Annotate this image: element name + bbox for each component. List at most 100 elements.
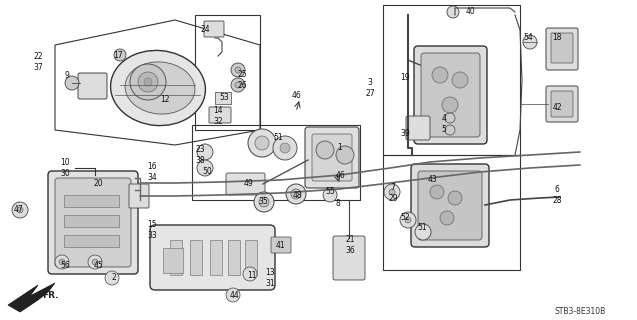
Text: 24: 24 xyxy=(200,26,210,35)
Circle shape xyxy=(105,271,119,285)
Bar xyxy=(228,240,240,275)
Text: 35: 35 xyxy=(258,197,268,206)
Circle shape xyxy=(144,78,152,86)
Circle shape xyxy=(138,72,158,92)
Ellipse shape xyxy=(111,51,205,125)
Circle shape xyxy=(400,212,416,228)
Circle shape xyxy=(280,143,290,153)
FancyBboxPatch shape xyxy=(48,171,138,274)
Text: 3
27: 3 27 xyxy=(365,78,375,98)
Bar xyxy=(64,235,119,247)
Text: 41: 41 xyxy=(275,241,285,250)
Circle shape xyxy=(523,35,537,49)
Text: 53: 53 xyxy=(219,92,229,101)
Text: 48: 48 xyxy=(292,190,302,199)
Text: 1: 1 xyxy=(338,142,342,151)
Text: 39: 39 xyxy=(400,130,410,139)
FancyBboxPatch shape xyxy=(305,127,359,188)
Text: 2: 2 xyxy=(111,274,117,283)
Circle shape xyxy=(445,113,455,123)
Circle shape xyxy=(235,82,241,88)
FancyBboxPatch shape xyxy=(129,184,149,208)
Bar xyxy=(383,5,520,155)
Circle shape xyxy=(323,188,337,202)
Text: 16
34: 16 34 xyxy=(147,162,157,182)
Circle shape xyxy=(432,67,448,83)
Text: 40: 40 xyxy=(465,7,475,17)
Bar xyxy=(210,240,222,275)
FancyBboxPatch shape xyxy=(78,73,107,99)
FancyBboxPatch shape xyxy=(546,28,578,70)
Text: STB3-8E310B: STB3-8E310B xyxy=(554,308,606,316)
Text: 23
38: 23 38 xyxy=(195,145,205,165)
Circle shape xyxy=(384,184,400,200)
Circle shape xyxy=(445,125,455,135)
Circle shape xyxy=(316,141,334,159)
Text: 21
36: 21 36 xyxy=(345,235,355,255)
FancyBboxPatch shape xyxy=(204,21,224,37)
FancyBboxPatch shape xyxy=(55,178,131,267)
Bar xyxy=(192,125,360,200)
Text: 47: 47 xyxy=(13,205,23,214)
Text: 6
28: 6 28 xyxy=(552,185,562,205)
Circle shape xyxy=(235,67,241,73)
Circle shape xyxy=(55,255,69,269)
Text: 51: 51 xyxy=(417,223,427,233)
Circle shape xyxy=(65,76,79,90)
Circle shape xyxy=(440,211,454,225)
Circle shape xyxy=(389,189,395,195)
Text: 9: 9 xyxy=(64,70,69,79)
FancyBboxPatch shape xyxy=(421,53,480,137)
Circle shape xyxy=(415,224,431,240)
Bar xyxy=(383,155,520,270)
Bar xyxy=(245,240,257,275)
Circle shape xyxy=(114,49,126,61)
Circle shape xyxy=(442,97,458,113)
Circle shape xyxy=(59,259,65,265)
Circle shape xyxy=(12,202,28,218)
Text: 49: 49 xyxy=(243,180,253,188)
Bar xyxy=(170,240,182,275)
Circle shape xyxy=(430,185,444,199)
Text: 8: 8 xyxy=(336,198,340,207)
Text: 17: 17 xyxy=(113,51,123,60)
Text: 50: 50 xyxy=(202,167,212,177)
Circle shape xyxy=(291,189,301,199)
Bar xyxy=(64,195,119,207)
Text: 19: 19 xyxy=(400,74,410,83)
FancyBboxPatch shape xyxy=(418,171,482,240)
Text: 12: 12 xyxy=(161,95,169,105)
FancyBboxPatch shape xyxy=(551,91,573,117)
Circle shape xyxy=(231,63,245,77)
Text: 20: 20 xyxy=(93,179,103,188)
Circle shape xyxy=(92,259,98,265)
FancyBboxPatch shape xyxy=(551,33,573,63)
Bar xyxy=(195,15,260,130)
Text: 25
26: 25 26 xyxy=(237,70,247,90)
Text: 4
5: 4 5 xyxy=(441,114,447,134)
Text: 43: 43 xyxy=(427,175,437,185)
Text: 13
31: 13 31 xyxy=(265,268,275,288)
Text: 14
32: 14 32 xyxy=(213,106,223,126)
Circle shape xyxy=(405,217,411,223)
Circle shape xyxy=(197,160,213,176)
Circle shape xyxy=(226,288,240,302)
FancyBboxPatch shape xyxy=(312,134,352,181)
Circle shape xyxy=(452,72,468,88)
Text: 52: 52 xyxy=(400,213,410,222)
Circle shape xyxy=(231,78,245,92)
Bar xyxy=(215,92,231,104)
Circle shape xyxy=(448,191,462,205)
Text: 22
37: 22 37 xyxy=(33,52,43,72)
Text: 10
30: 10 30 xyxy=(60,158,70,178)
Circle shape xyxy=(17,207,23,213)
Text: 44: 44 xyxy=(230,291,240,300)
FancyBboxPatch shape xyxy=(150,225,275,290)
Bar xyxy=(64,215,119,227)
Bar xyxy=(190,240,202,275)
Circle shape xyxy=(248,129,276,157)
Text: 45: 45 xyxy=(93,260,103,269)
Circle shape xyxy=(286,184,306,204)
Circle shape xyxy=(447,6,459,18)
Text: 11: 11 xyxy=(247,270,257,279)
